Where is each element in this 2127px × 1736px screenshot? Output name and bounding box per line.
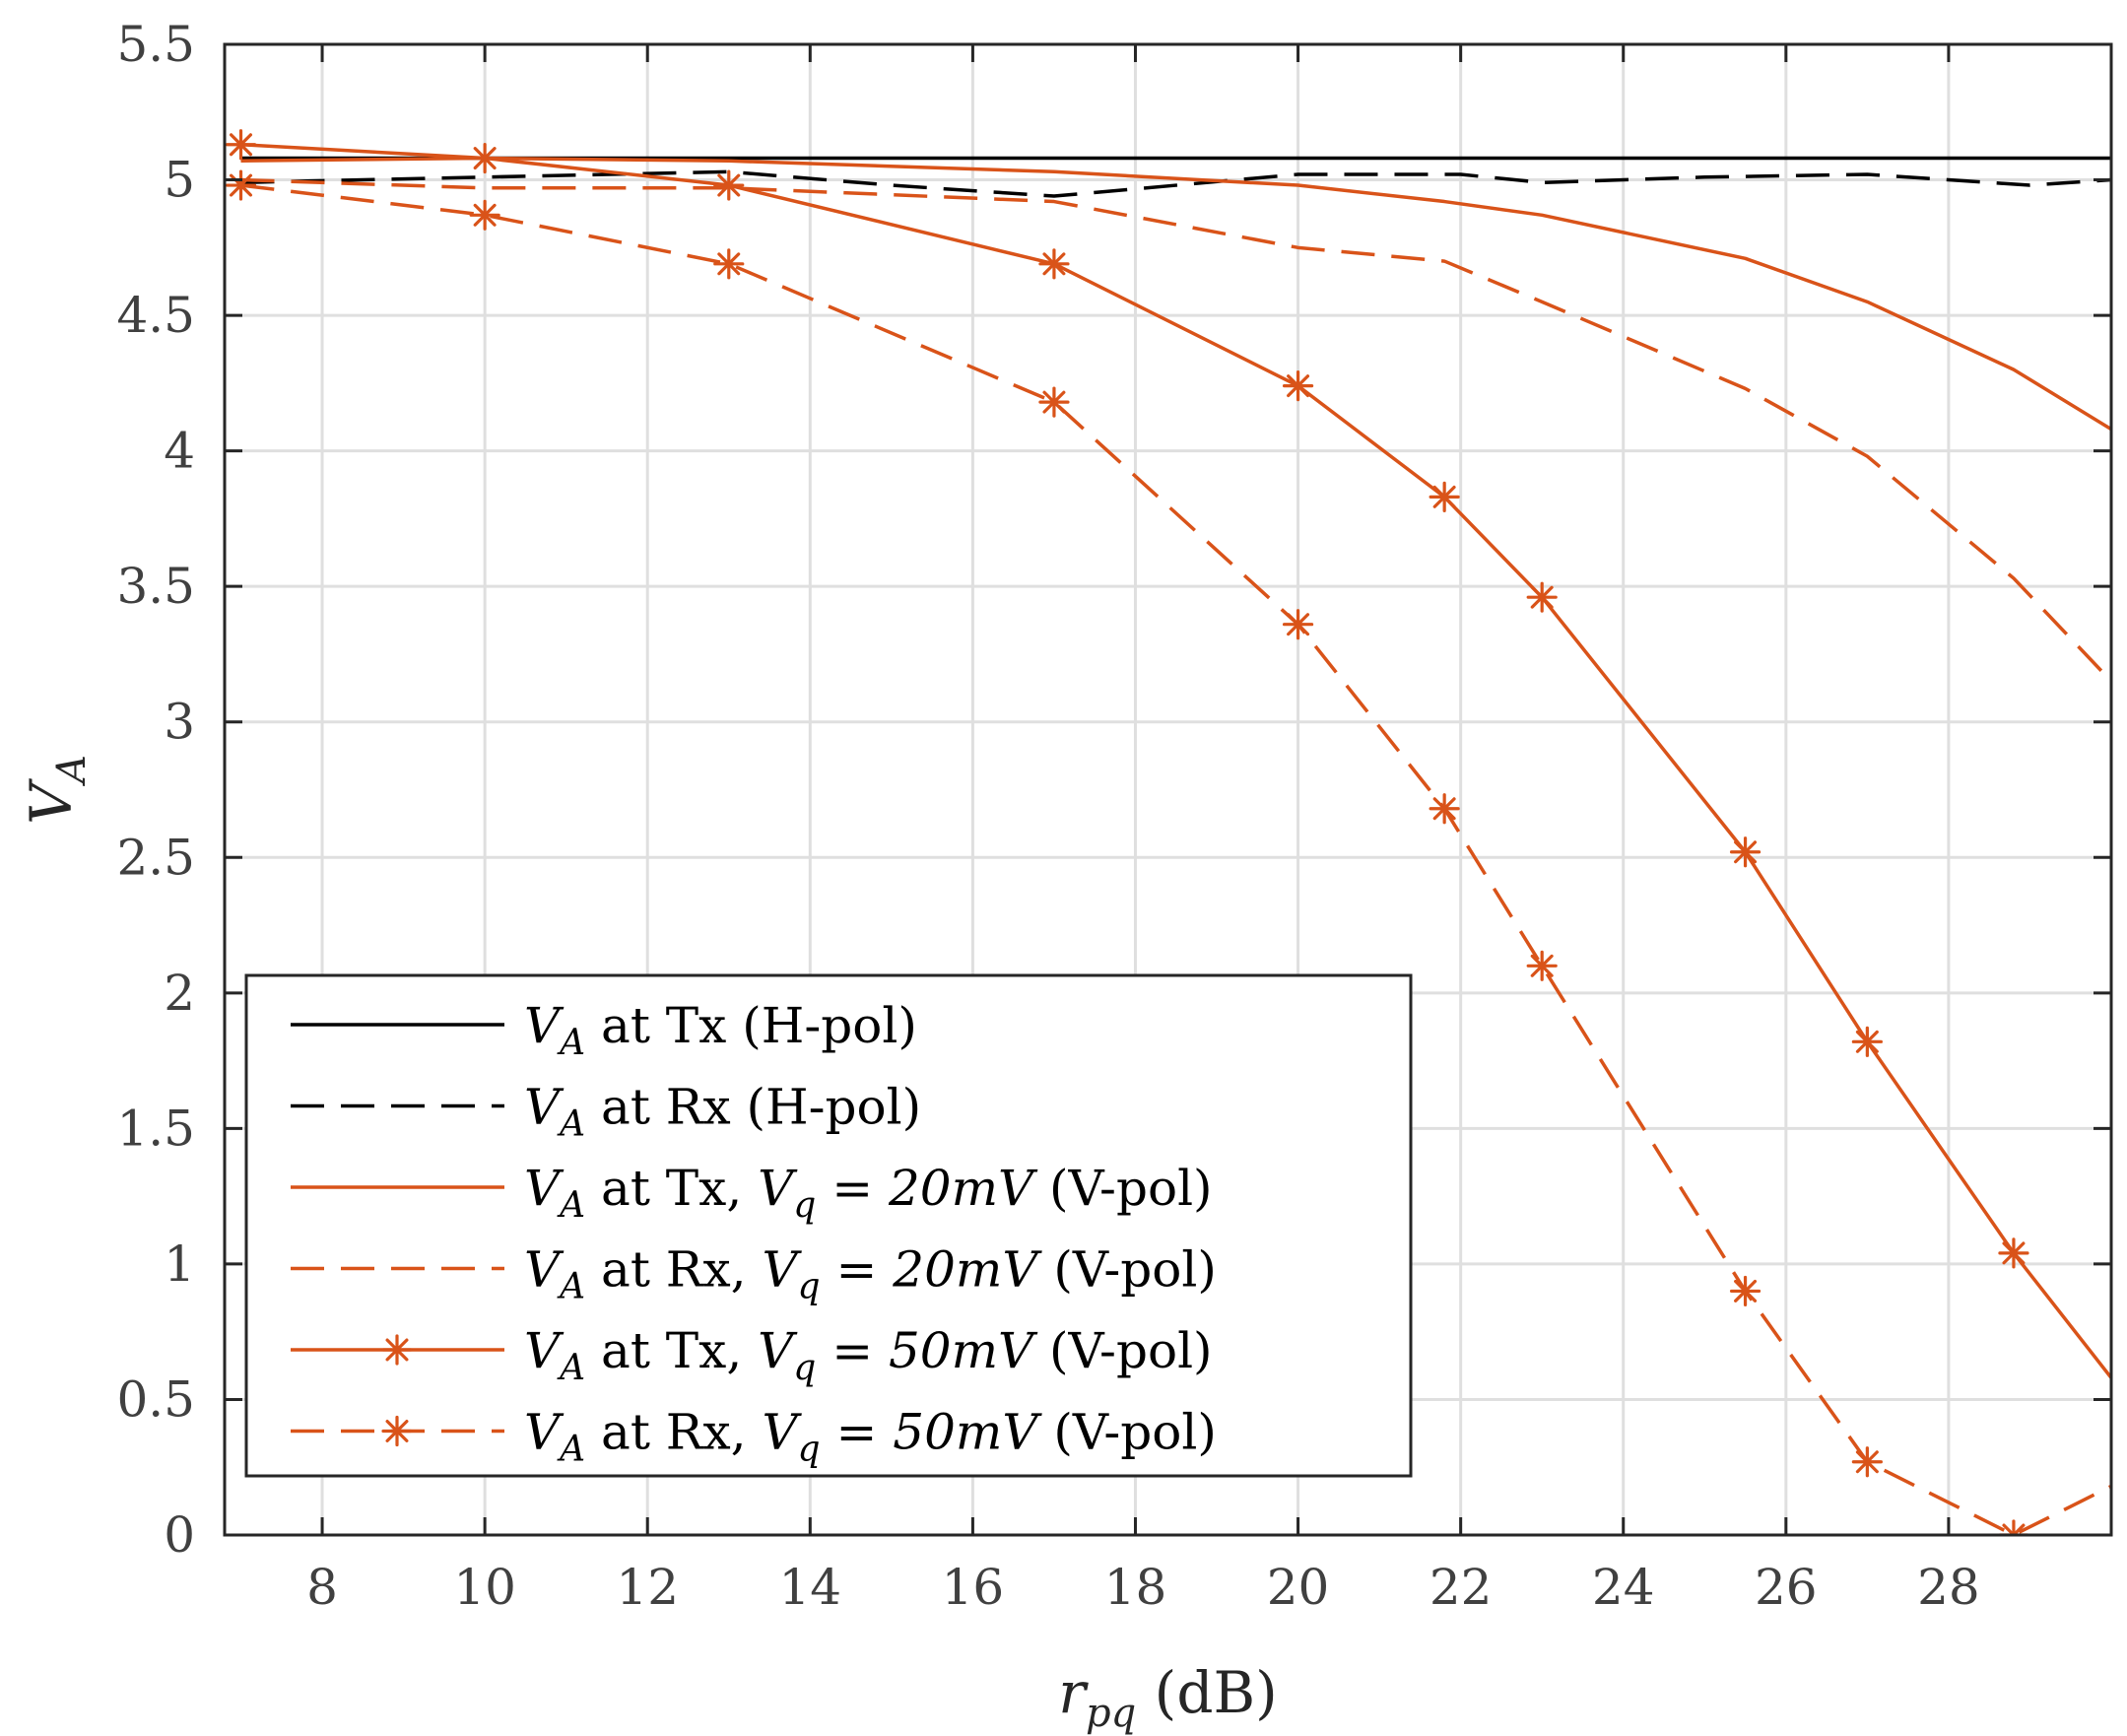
x-axis-label: rpq (dB) — [1058, 1659, 1277, 1736]
legend-marker — [381, 1334, 413, 1366]
series-5-marker — [713, 169, 745, 201]
legend: VA at Tx (H-pol) VA at Rx (H-pol) VA at Tx… — [244, 973, 1413, 1478]
x-tick-label: 8 — [306, 1559, 338, 1616]
y-tick-label: 0.5 — [116, 1370, 195, 1428]
series-6-marker — [1282, 609, 1314, 640]
x-tick-label: 24 — [1592, 1559, 1655, 1616]
series-6-marker — [1526, 950, 1558, 981]
y-tick-label: 3.5 — [116, 558, 195, 615]
series-5-marker — [1851, 1026, 1883, 1057]
legend-entry-5: VA at Tx, Vq = 50mV (V-pol) — [291, 1322, 1213, 1388]
tick-labels: 8 10 12 14 16 18 20 22 24 26 28 0 0.5 1 1.5 2 2.5 3 3.5 4 4.… — [116, 16, 1979, 1616]
series-6-marker — [1038, 386, 1070, 418]
legend-label: VA at Rx, Vq = 20mV (V-pol) — [524, 1241, 1217, 1307]
series-5-marker — [1998, 1237, 2029, 1269]
x-tick-label: 28 — [1917, 1559, 1980, 1616]
legend-label: VA at Rx (H-pol) — [524, 1079, 921, 1145]
series-6-marker — [1851, 1446, 1883, 1478]
series-layer — [225, 129, 2111, 1535]
y-tick-label: 4.5 — [116, 287, 195, 344]
axes-box — [223, 42, 2113, 1537]
legend-label: VA at Rx, Vq = 50mV (V-pol) — [524, 1404, 1217, 1470]
series-6-marker — [1429, 793, 1460, 825]
y-tick-label: 3 — [164, 694, 195, 751]
series-6-marker — [713, 248, 745, 280]
x-tick-label: 22 — [1429, 1559, 1493, 1616]
y-axis-label: VA — [18, 755, 95, 825]
series-line-4 — [240, 177, 2111, 683]
series-5-marker — [1526, 581, 1558, 613]
ticks — [225, 42, 2111, 1537]
legend-label: VA at Tx, Vq = 20mV (V-pol) — [524, 1160, 1213, 1226]
series-6-marker — [225, 169, 257, 201]
x-tick-label: 20 — [1267, 1559, 1330, 1616]
x-tick-label: 12 — [616, 1559, 679, 1616]
series-5-marker — [1729, 836, 1761, 868]
series-6-marker — [1998, 1519, 2029, 1535]
legend-marker — [381, 1415, 413, 1447]
series-5-marker — [225, 129, 257, 161]
y-tick-label: 4 — [164, 423, 195, 480]
x-tick-label: 26 — [1755, 1559, 1818, 1616]
legend-label: VA at Tx (H-pol) — [524, 997, 917, 1063]
legend-label: VA at Tx, Vq = 50mV (V-pol) — [524, 1322, 1213, 1388]
series-6-marker — [469, 199, 500, 231]
y-tick-label: 1 — [164, 1235, 195, 1293]
legend-entry-2: VA at Rx (H-pol) — [291, 1079, 921, 1145]
x-tick-label: 16 — [942, 1559, 1005, 1616]
x-tick-label: 10 — [453, 1559, 516, 1616]
y-tick-label: 5 — [164, 152, 195, 209]
series-6-marker — [1729, 1275, 1761, 1307]
series-line-3 — [240, 156, 2111, 432]
y-tick-label: 2 — [164, 965, 195, 1022]
x-tick-label: 18 — [1104, 1559, 1167, 1616]
legend-entry-1: VA at Tx (H-pol) — [291, 997, 917, 1063]
y-tick-label: 0 — [164, 1506, 195, 1564]
legend-entry-4: VA at Rx, Vq = 20mV (V-pol) — [291, 1241, 1217, 1307]
series-5-marker — [1038, 248, 1070, 280]
y-tick-label: 1.5 — [116, 1100, 195, 1157]
legend-entry-6: VA at Rx, Vq = 50mV (V-pol) — [291, 1404, 1217, 1470]
series-5-marker — [1282, 370, 1314, 402]
legend-entry-3: VA at Tx, Vq = 20mV (V-pol) — [291, 1160, 1213, 1226]
series-5-marker — [469, 142, 500, 174]
y-tick-label: 5.5 — [116, 16, 195, 73]
y-tick-label: 2.5 — [116, 829, 195, 886]
series-5-marker — [1429, 481, 1460, 513]
x-tick-label: 14 — [778, 1559, 841, 1616]
legend-box — [244, 973, 1413, 1478]
axis-labels: rpq (dB) VA — [18, 755, 1278, 1736]
